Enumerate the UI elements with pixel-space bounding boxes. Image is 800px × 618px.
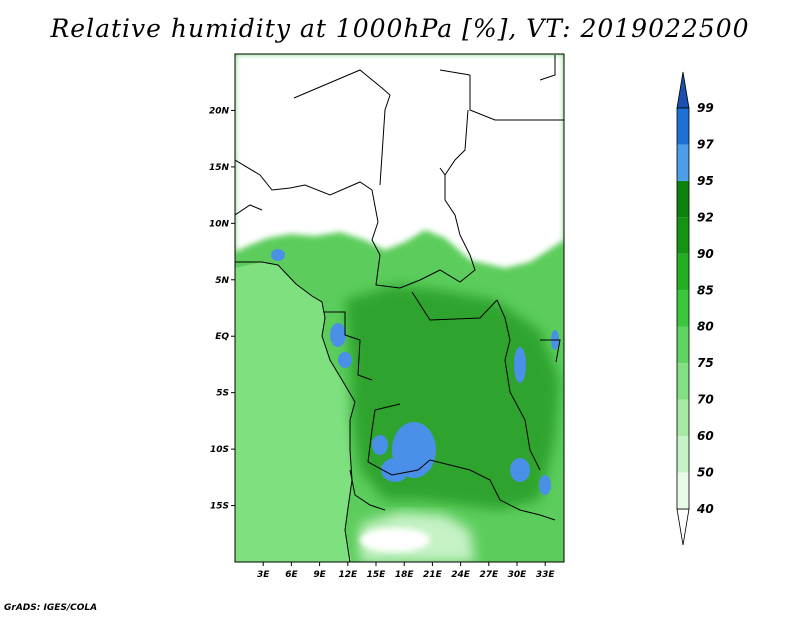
atlantic-ocean-area: [235, 262, 355, 562]
dry-north-region: [235, 54, 564, 268]
colorbar-label: 99: [697, 101, 714, 115]
lon-tick-label: 12E: [338, 570, 358, 580]
border-line: [324, 311, 373, 381]
colorbar-label: 50: [697, 466, 714, 480]
grads-credit: GrADS: IGES/COLA: [4, 603, 98, 613]
border-line: [540, 339, 561, 363]
lat-tick-label: 10N: [209, 219, 230, 229]
border-line: [449, 464, 556, 521]
wet-patch: [338, 352, 352, 368]
lon-tick-label: 30E: [508, 570, 528, 580]
lat-tick-label: 20N: [209, 106, 230, 116]
border-line: [496, 299, 541, 471]
wet-patch: [510, 458, 530, 482]
colorbar-label: 97: [697, 137, 714, 151]
colorbar-label: 60: [697, 429, 714, 443]
colorbar-label: 95: [697, 174, 714, 188]
colorbar-segment: [677, 217, 689, 254]
colorbar-label: 40: [696, 502, 714, 516]
colorbar-label: 70: [697, 393, 714, 407]
map-field: [235, 54, 564, 562]
lon-tick-label: 6E: [285, 570, 298, 580]
colorbar-segment: [677, 290, 689, 327]
wet-patch: [372, 435, 388, 455]
border-line: [235, 159, 379, 223]
border-line: [411, 291, 498, 321]
border-line: [539, 55, 556, 81]
colorbar-segment: [677, 399, 689, 437]
colorbar-segment: [677, 253, 689, 291]
colorbar-segment: [677, 144, 689, 181]
lon-tick-label: 27E: [479, 570, 499, 580]
lat-tick-label: 5S: [216, 389, 229, 399]
colorbar-segment: [677, 363, 689, 400]
colorbar-label: 80: [697, 320, 714, 334]
lon-tick-label: 18E: [395, 570, 415, 580]
border-line: [235, 204, 263, 216]
colorbar-label: 92: [697, 210, 714, 224]
colorbar-outline: [676, 107, 690, 510]
colorbar-segment: [677, 180, 689, 218]
lat-tick-label: 10S: [210, 445, 229, 455]
colorbar-segment: [677, 436, 689, 473]
very-wet-patches: [271, 249, 559, 495]
border-line: [371, 221, 476, 289]
colorbar: 40 50 60 70 75 80 85 90 92 95 97 99: [676, 71, 714, 546]
border-line: [439, 69, 471, 76]
dry-small-region: [360, 528, 430, 552]
lat-tick-label: 15S: [210, 502, 229, 512]
longitude-axis: 3E 6E 9E 12E 15E 18E 21E 24E 27E 30E 33E: [257, 562, 555, 580]
colorbar-segment: [677, 108, 689, 145]
lon-tick-label: 21E: [423, 570, 443, 580]
wet-patch: [381, 458, 409, 482]
chart-title: Relative humidity at 1000hPa [%], VT: 20…: [50, 14, 750, 43]
colorbar-segment: [677, 472, 689, 509]
colorbar-label: 85: [697, 283, 714, 297]
wet-patch: [514, 347, 526, 383]
colorbar-label: 75: [697, 356, 714, 370]
lat-tick-label: EQ: [215, 332, 229, 342]
wet-patch: [539, 475, 551, 495]
colorbar-min-triangle: [676, 508, 690, 546]
border-line: [469, 75, 564, 121]
colorbar-segment: [677, 326, 689, 364]
latitude-axis: 20N 15N 10N 5N EQ 5S 10S 15S: [209, 106, 235, 512]
border-line: [367, 403, 451, 476]
colorbar-label: 90: [697, 247, 714, 261]
border-line: [235, 261, 356, 403]
lon-tick-label: 9E: [313, 570, 326, 580]
country-borders: [235, 55, 564, 562]
border-line: [349, 469, 386, 511]
border-line: [293, 69, 391, 186]
map-frame: [234, 53, 565, 563]
wet-patch: [330, 323, 346, 347]
lon-tick-label: 33E: [536, 570, 556, 580]
border-line: [439, 167, 446, 176]
lon-tick-label: 15E: [367, 570, 387, 580]
lat-tick-label: 5N: [215, 276, 229, 286]
lon-tick-label: 3E: [257, 570, 270, 580]
lat-tick-label: 15N: [209, 163, 230, 173]
lon-tick-label: 24E: [451, 570, 471, 580]
wet-patch: [271, 249, 285, 261]
colorbar-max-triangle: [676, 71, 690, 109]
